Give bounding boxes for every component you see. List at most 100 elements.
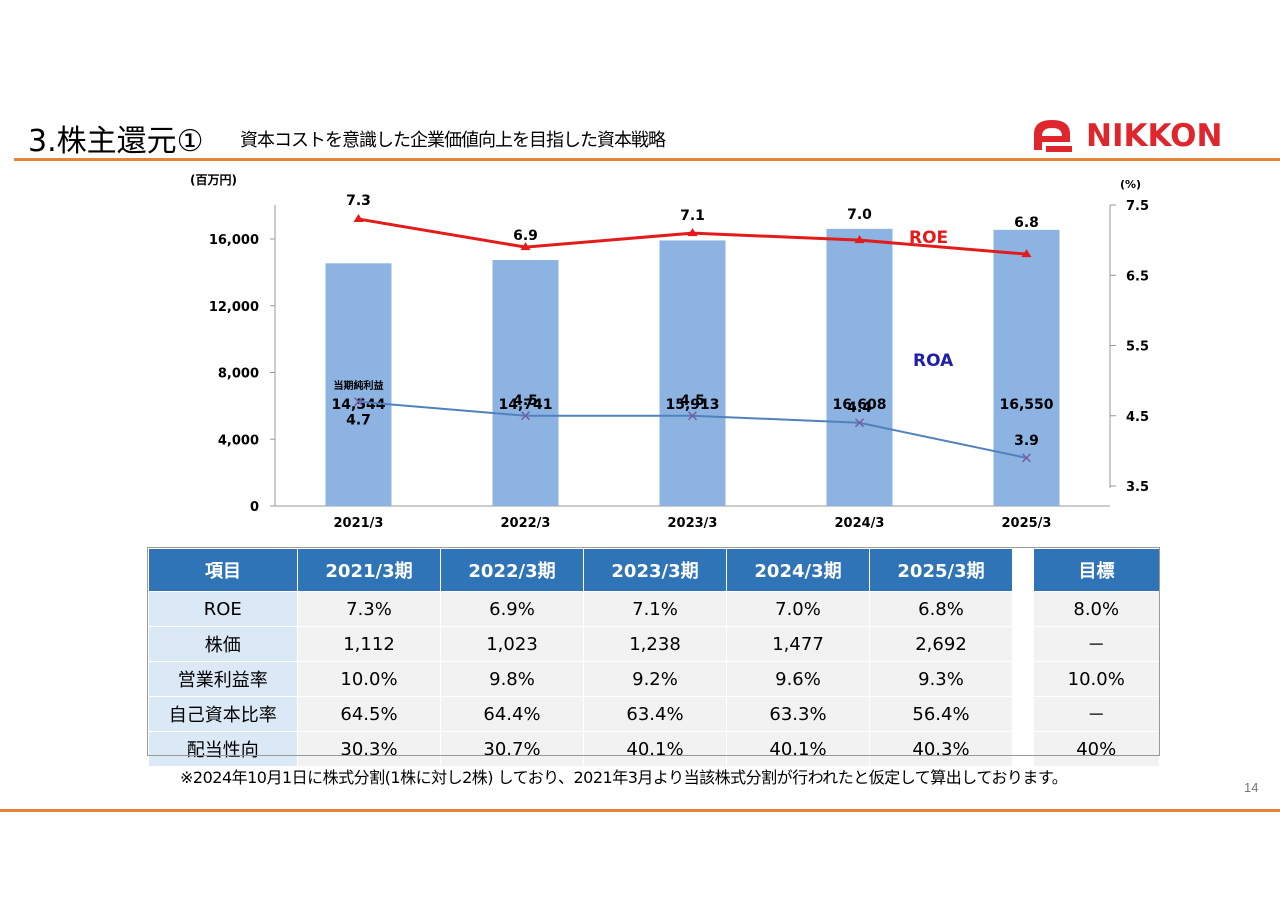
table-row: 営業利益率 10.0% 9.8% 9.2% 9.6% 9.3% 10.0% bbox=[148, 661, 1160, 697]
table-row-label: ROE bbox=[148, 591, 298, 627]
roe-point-marker bbox=[1021, 249, 1032, 258]
left-tick-label: 12,000 bbox=[209, 300, 259, 315]
table-cell: 7.3% bbox=[297, 591, 441, 627]
table-cell: 30.3% bbox=[297, 731, 441, 767]
table-row: 配当性向 30.3% 30.7% 40.1% 40.1% 40.3% 40% bbox=[148, 731, 1160, 767]
table-cell: 40.3% bbox=[869, 731, 1013, 767]
table-row-label: 自己資本比率 bbox=[148, 696, 298, 732]
roa-point-marker bbox=[520, 411, 531, 421]
roa-point-marker bbox=[353, 397, 364, 407]
page-subtitle: 資本コストを意識した企業価値向上を目指した資本戦略 bbox=[240, 130, 666, 151]
left-tick-label: 8,000 bbox=[218, 367, 259, 382]
table-header-cell: 2025/3期 bbox=[869, 548, 1013, 592]
roa-point-marker bbox=[687, 411, 698, 421]
table-header-row: 項目 2021/3期 2022/3期 2023/3期 2024/3期 2025/… bbox=[148, 548, 1160, 592]
table-header-cell: 項目 bbox=[148, 548, 298, 592]
net-income-data-label: 16,550 bbox=[999, 397, 1053, 413]
company-logo: NIKKON bbox=[1028, 114, 1252, 158]
table-cell: 40.1% bbox=[583, 731, 727, 767]
table-cell: 2,692 bbox=[869, 626, 1013, 662]
table-cell: 1,023 bbox=[440, 626, 584, 662]
roe-point-marker bbox=[353, 214, 364, 223]
table-row-label: 営業利益率 bbox=[148, 661, 298, 697]
net-income-data-label: 14,741 bbox=[498, 397, 552, 413]
table-cell: 9.8% bbox=[440, 661, 584, 697]
right-tick-label: 5.5 bbox=[1126, 340, 1149, 355]
x-tick-label: 2022/3 bbox=[501, 516, 551, 531]
table-cell: 7.0% bbox=[726, 591, 870, 627]
net-income-bar bbox=[325, 263, 392, 506]
right-tick-label: 3.5 bbox=[1126, 480, 1149, 495]
table-cell: 7.1% bbox=[583, 591, 727, 627]
table-cell: 1,238 bbox=[583, 626, 727, 662]
roe-data-label: 7.1 bbox=[680, 208, 705, 224]
table-cell: 40.1% bbox=[726, 731, 870, 767]
x-tick-label: 2025/3 bbox=[1002, 516, 1052, 531]
roa-data-label: 4.4 bbox=[847, 400, 872, 416]
footnote: ※2024年10月1日に株式分割(1株に対し2株) しており、2021年3月より… bbox=[180, 768, 1068, 787]
table-cell: 64.4% bbox=[440, 696, 584, 732]
table-cell: 56.4% bbox=[869, 696, 1013, 732]
table-header-cell: 2021/3期 bbox=[297, 548, 441, 592]
table-target-cell: － bbox=[1033, 626, 1160, 662]
table-row: 株価 1,112 1,023 1,238 1,477 2,692 － bbox=[148, 626, 1160, 662]
roe-point-marker bbox=[854, 235, 865, 244]
table-gap bbox=[1012, 548, 1034, 592]
table-cell: 63.3% bbox=[726, 696, 870, 732]
table-header-cell: 2022/3期 bbox=[440, 548, 584, 592]
table-target-cell: 8.0% bbox=[1033, 591, 1160, 627]
table-header-cell: 2024/3期 bbox=[726, 548, 870, 592]
table-cell: 1,477 bbox=[726, 626, 870, 662]
roe-data-label: 6.8 bbox=[1014, 215, 1039, 231]
roa-data-label: 4.5 bbox=[680, 393, 705, 409]
table-row: ROE 7.3% 6.9% 7.1% 7.0% 6.8% 8.0% bbox=[148, 591, 1160, 627]
table-cell: 9.2% bbox=[583, 661, 727, 697]
roe-point-marker bbox=[520, 242, 531, 251]
table-cell: 9.3% bbox=[869, 661, 1013, 697]
roa-data-label: 4.5 bbox=[513, 393, 538, 409]
page-title: 3.株主還元① bbox=[28, 124, 204, 159]
table-cell: 1,112 bbox=[297, 626, 441, 662]
table-target-cell: 40% bbox=[1033, 731, 1160, 767]
table-header-cell: 2023/3期 bbox=[583, 548, 727, 592]
kpi-table: 項目 2021/3期 2022/3期 2023/3期 2024/3期 2025/… bbox=[148, 548, 1160, 767]
table-cell: 6.8% bbox=[869, 591, 1013, 627]
table-cell: 6.9% bbox=[440, 591, 584, 627]
roe-data-label: 7.0 bbox=[847, 207, 872, 223]
roe-data-label: 7.3 bbox=[346, 193, 371, 209]
net-income-data-label: 16,608 bbox=[832, 397, 886, 413]
left-tick-label: 4,000 bbox=[218, 433, 259, 448]
table-gap bbox=[1012, 731, 1034, 767]
bar-caption: 当期純利益 bbox=[334, 379, 384, 392]
table-cell: 63.4% bbox=[583, 696, 727, 732]
x-tick-label: 2023/3 bbox=[668, 516, 718, 531]
table-target-cell: － bbox=[1033, 696, 1160, 732]
net-income-roe-roa-chart: 0 4,000 8,000 12,000 16,000 3.5 4.5 5.5 6.5 7.5 (百… bbox=[190, 173, 1149, 531]
table-cell: 30.7% bbox=[440, 731, 584, 767]
left-axis-unit: (百万円) bbox=[190, 173, 237, 187]
net-income-data-label: 14,544 bbox=[331, 397, 385, 413]
right-axis-unit: (%) bbox=[1120, 178, 1141, 191]
roe-point-marker bbox=[687, 228, 698, 237]
roa-point-marker bbox=[854, 418, 865, 428]
table-gap bbox=[1012, 661, 1034, 697]
net-income-bar bbox=[993, 229, 1060, 506]
net-income-data-label: 15,913 bbox=[665, 397, 719, 413]
net-income-bar bbox=[492, 260, 559, 506]
header-divider bbox=[14, 158, 1280, 161]
roa-data-label: 4.7 bbox=[346, 413, 371, 429]
footer-divider bbox=[0, 809, 1280, 812]
roa-series-label: ROA bbox=[913, 351, 954, 371]
logo-text: NIKKON bbox=[1086, 118, 1223, 154]
nikkon-logo-icon bbox=[1034, 120, 1072, 152]
net-income-bar bbox=[826, 228, 893, 506]
table-cell: 64.5% bbox=[297, 696, 441, 732]
table-cell: 10.0% bbox=[297, 661, 441, 697]
roe-series-label: ROE bbox=[909, 228, 948, 248]
right-tick-label: 4.5 bbox=[1126, 410, 1149, 425]
x-tick-label: 2021/3 bbox=[334, 516, 384, 531]
page-number: 14 bbox=[1244, 780, 1259, 795]
table-row: 自己資本比率 64.5% 64.4% 63.4% 63.3% 56.4% － bbox=[148, 696, 1160, 732]
table-row-label: 配当性向 bbox=[148, 731, 298, 767]
roa-point-marker bbox=[1021, 453, 1032, 463]
